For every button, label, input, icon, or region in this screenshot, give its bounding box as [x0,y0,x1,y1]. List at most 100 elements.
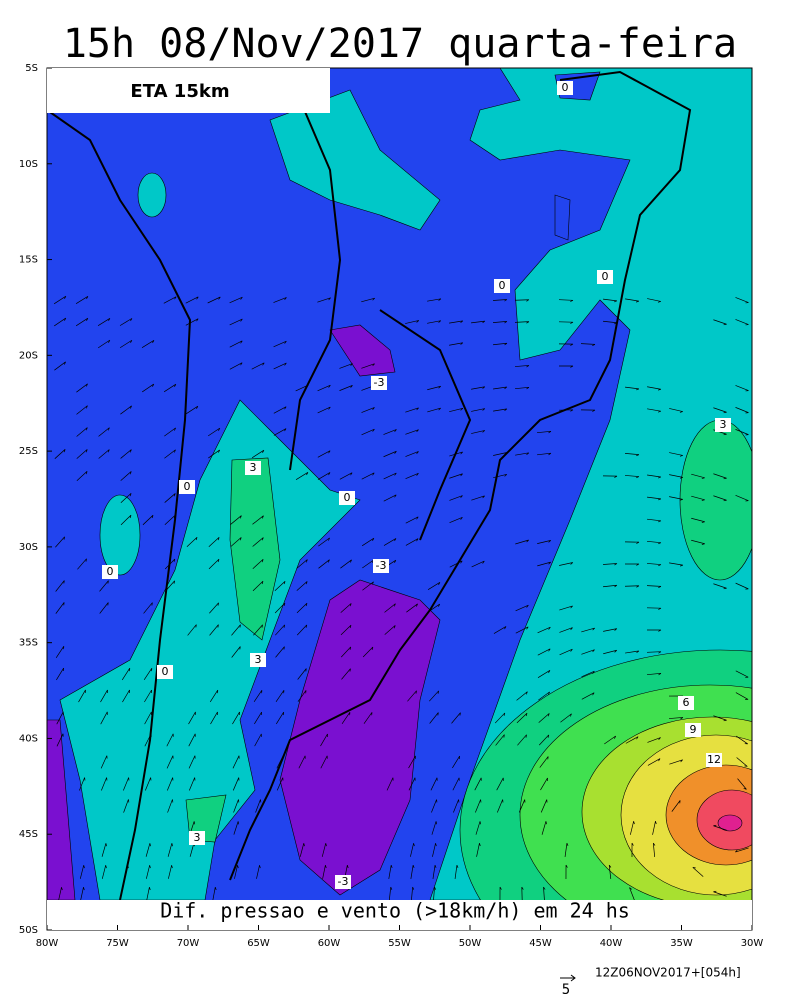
contour-label: 6 [683,696,690,709]
wind-arrow [514,321,530,324]
wind-arrow [143,667,153,681]
lon-label: 60W [318,938,341,949]
wind-arrow [362,581,374,591]
wind-arrow [518,799,526,813]
wind-arrow [603,298,618,303]
wind-arrow [361,472,375,480]
wind-arrow [449,342,464,346]
contour-label-bg [179,480,195,494]
wind-arrow [340,624,352,636]
run-info: 12Z06NOV2017+[054h] [595,966,741,980]
wind-arrow [383,538,397,546]
wind-arrow [231,624,241,636]
wind-arrow [55,580,65,592]
wind-arrow [735,407,749,414]
wind-arrow [297,668,307,680]
wind-arrow [123,799,130,813]
wind-arrow [120,514,132,526]
wind-arrow [208,558,220,570]
wind-arrow [383,429,397,435]
wind-arrow [668,717,684,720]
lat-label: 50S [19,925,38,936]
wind-arrow [580,343,596,347]
wind-arrow [229,340,243,348]
wind-arrow [647,758,661,766]
contour-label: 3 [720,418,727,431]
wind-arrow [558,299,574,302]
wind-arrow [361,363,375,369]
wind-arrow [625,650,640,654]
caption: Dif. pressao e vento (>18km/h) em 24 hs [160,899,630,923]
wind-arrow [517,734,527,746]
wind-arrow [408,755,416,769]
wind-arrow [449,560,463,568]
wind-arrow [493,473,508,479]
wind-arrow [603,320,618,325]
wind-arrow [298,755,306,769]
wind-arrow [537,670,551,678]
wind-vectors [53,295,749,900]
wind-arrow [736,757,748,767]
wind-arrow [55,602,65,614]
wind-arrow [384,603,396,613]
wind-arrow [252,580,264,592]
wind-arrow [144,733,152,747]
contour-label-bg [371,376,387,390]
wind-arrow [669,562,684,567]
wind-arrow [646,585,662,588]
wind-arrow [317,472,331,480]
wind-arrow [361,297,375,303]
contour-label: -3 [338,875,349,888]
wind-arrow [538,734,550,746]
wind-arrow [208,537,220,547]
wind-arrow [580,409,596,412]
wind-arrow [252,537,264,547]
wind-arrow [166,733,174,747]
wind-arrow [537,626,551,634]
wind-arrow [449,407,464,413]
wind-arrow [646,672,662,676]
wind-arrow [207,296,221,304]
lon-label: 30W [741,938,764,949]
wind-arrow [429,690,440,702]
wind-arrow [475,799,482,813]
wind-arrow [713,495,727,502]
wind-arrow [538,691,550,701]
wind-arrow [164,427,176,437]
wind-arrow [646,629,662,632]
wind-arrow [76,449,88,459]
contour-label: 0 [602,270,609,283]
wind-arrow [362,646,374,658]
wind-arrow [274,580,286,592]
wind-arrow [340,646,352,658]
wind-arrow [514,299,530,302]
wind-arrow [120,492,132,504]
wind-arrow [318,537,330,547]
wind-arrow [537,648,551,656]
wind-arrow [647,386,662,391]
wind-arrow [451,712,461,724]
wind-arrow [541,821,547,835]
lon-label: 80W [36,938,59,949]
wind-arrow [429,712,439,724]
wind-arrow [122,689,130,703]
wind-arrow [625,298,640,303]
wind-arrow [273,362,287,370]
wind-arrow [98,449,110,459]
wind-arrow [229,296,243,304]
wind-arrow [560,713,572,723]
wind-arrow [713,583,727,590]
contour-label-bg [557,81,573,95]
wind-arrow [142,383,155,393]
wind-arrow [624,541,640,544]
wind-arrow [56,711,64,725]
wind-arrow [515,539,529,545]
wind-arrow [233,821,240,835]
wind-arrow [80,887,85,900]
lat-label: 30S [19,542,38,553]
contour-label-bg [678,696,694,710]
wind-arrow [163,296,177,304]
wind-arrow [691,473,705,479]
